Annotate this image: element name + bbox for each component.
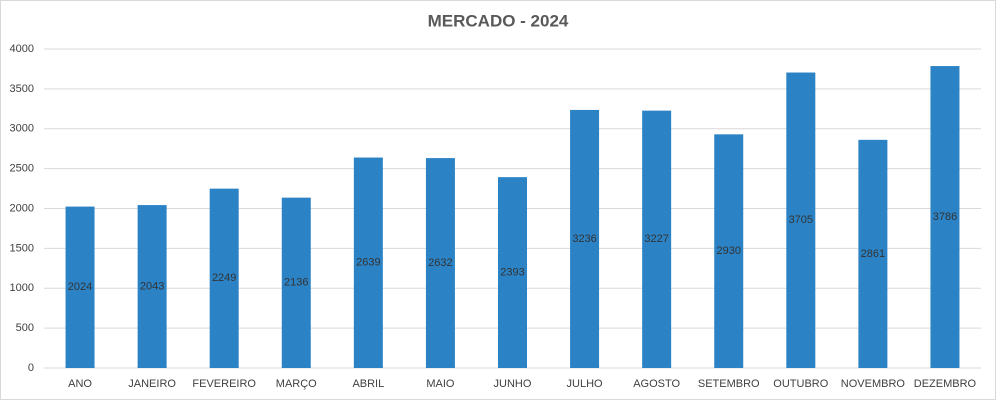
- y-tick-label: 500: [16, 322, 34, 334]
- y-tick-label: 1000: [10, 282, 34, 294]
- bar: [858, 139, 888, 368]
- data-label: 2632: [428, 257, 452, 269]
- data-label: 3236: [572, 233, 596, 245]
- chart-title: MERCADO - 2024: [428, 11, 569, 30]
- bar: [570, 109, 600, 368]
- data-label: 3227: [644, 233, 668, 245]
- x-tick-label: JANEIRO: [128, 378, 176, 390]
- y-tick-label: 2500: [10, 163, 34, 175]
- x-tick-label: DEZEMBRO: [914, 378, 977, 390]
- x-tick-label: OUTUBRO: [773, 378, 828, 390]
- x-tick-label: SETEMBRO: [698, 378, 760, 390]
- data-label: 2043: [140, 280, 164, 292]
- bar: [930, 66, 960, 368]
- x-tick-label: ANO: [68, 378, 92, 390]
- bar: [498, 177, 527, 368]
- bar: [137, 205, 167, 368]
- data-label: 2024: [68, 281, 92, 293]
- data-label: 2249: [212, 272, 236, 284]
- x-tick-label: MAIO: [426, 378, 455, 390]
- bar: [642, 110, 672, 368]
- y-tick-label: 4000: [10, 43, 34, 55]
- bar: [786, 72, 816, 369]
- bar: [209, 188, 239, 368]
- bar: [714, 134, 744, 368]
- y-tick-label: 3500: [10, 83, 34, 95]
- data-label: 3705: [789, 214, 813, 226]
- x-tick-label: MARÇO: [276, 378, 317, 390]
- x-tick-label: NOVEMBRO: [841, 378, 906, 390]
- y-tick-label: 0: [28, 362, 34, 374]
- x-tick-label: JULHO: [567, 378, 604, 390]
- data-label: 2136: [284, 277, 308, 289]
- data-label: 2639: [356, 257, 380, 269]
- data-label: 2930: [716, 245, 740, 257]
- bar: [353, 157, 383, 368]
- y-tick-label: 2000: [10, 202, 34, 214]
- data-label: 2861: [861, 248, 885, 260]
- y-tick-label: 3000: [10, 123, 34, 135]
- x-tick-label: ABRIL: [352, 378, 384, 390]
- y-tick-label: 1500: [10, 242, 34, 254]
- bar: [425, 158, 455, 368]
- x-tick-label: JUNHO: [494, 378, 532, 390]
- x-tick-label: AGOSTO: [633, 378, 680, 390]
- bar: [281, 197, 311, 368]
- data-label: 3786: [933, 211, 957, 223]
- x-tick-label: FEVEREIRO: [192, 378, 256, 390]
- bar: [65, 206, 95, 368]
- data-label: 2393: [500, 266, 524, 278]
